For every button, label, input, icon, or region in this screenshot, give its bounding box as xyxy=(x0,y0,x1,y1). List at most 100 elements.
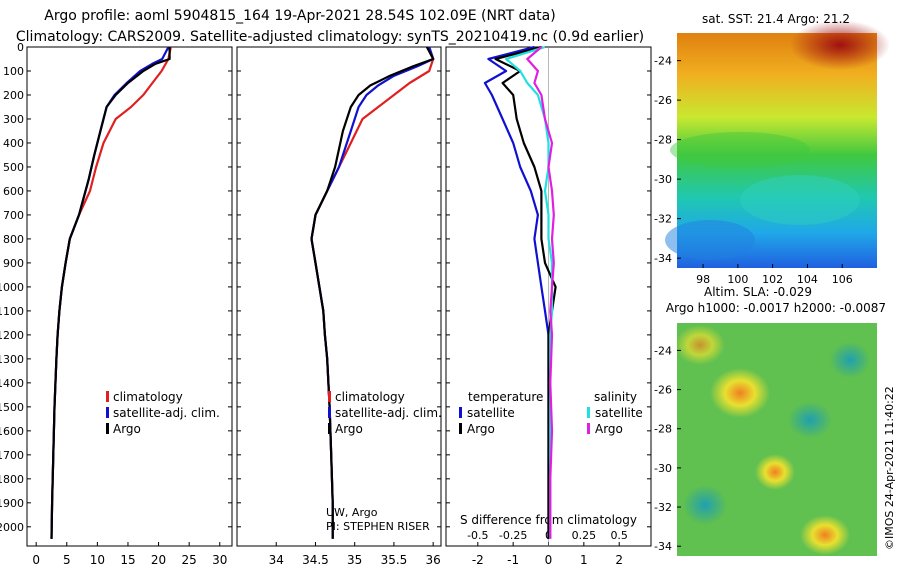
panel-sal: 34 34.5 35 35.5 36 climatology satellite-adj. … xyxy=(236,46,442,567)
legend-swatch xyxy=(587,423,590,434)
map-x-label: 106 xyxy=(832,273,853,286)
y-tick-label: 500 xyxy=(3,161,24,174)
y-tick-label: 1400 xyxy=(0,377,24,390)
sla-title-line1: Altim. SLA: -0.029 xyxy=(704,285,812,299)
y-tick-label: 700 xyxy=(3,209,24,222)
y-tick-label: 1900 xyxy=(0,497,24,510)
legend-swatch xyxy=(106,423,109,434)
sst-warm-patch xyxy=(790,20,890,70)
x-tick-label: 35.5 xyxy=(381,553,408,567)
legend-label: Argo xyxy=(595,422,623,436)
map-y-label: -26 xyxy=(654,94,672,107)
series-climatology xyxy=(310,46,435,539)
series-salinity-argo xyxy=(526,46,555,539)
sla-y-axis: -24 -26 -28 -30 -32 -34 xyxy=(654,344,681,553)
sla-cool-blob-3 xyxy=(830,342,870,378)
panel-frame-sal xyxy=(236,46,442,547)
annotation-line: PI: STEPHEN RISER xyxy=(326,520,430,533)
y-tick-label: 1300 xyxy=(0,353,24,366)
map-y-label: -28 xyxy=(654,423,672,436)
y-tick-label: 2000 xyxy=(0,521,24,534)
legend-label: satellite xyxy=(595,406,643,420)
series-temperature-argo xyxy=(494,45,557,539)
y-tick-label: 300 xyxy=(3,113,24,126)
sst-x-axis: 98 100 102 104 106 xyxy=(696,264,853,286)
sst-green-band xyxy=(670,132,810,168)
header-line2: Climatology: CARS2009. Satellite-adjuste… xyxy=(16,29,644,45)
sla-warm-blob-1 xyxy=(710,368,770,418)
sal-tick-label: -0.25 xyxy=(499,529,527,542)
legend-swatch xyxy=(328,407,331,418)
map-x-label: 98 xyxy=(696,273,710,286)
legend-label: satellite-adj. clim. xyxy=(335,406,442,420)
legend-swatch xyxy=(328,391,331,402)
sst-title: sat. SST: 21.4 Argo: 21.2 xyxy=(702,12,850,26)
header-line1: Argo profile: aoml 5904815_164 19-Apr-20… xyxy=(44,8,555,24)
map-x-label: 102 xyxy=(762,273,783,286)
series-argo xyxy=(310,46,435,539)
x-tick-label: -1 xyxy=(507,553,519,567)
y-tick-label: 800 xyxy=(3,233,24,246)
sst-y-axis: -24 -26 -28 -30 -32 -34 xyxy=(654,55,681,265)
y-tick-label: 200 xyxy=(3,89,24,102)
x-tick-label: 36 xyxy=(426,553,441,567)
legend-swatch xyxy=(459,407,462,418)
y-tick-label: 1800 xyxy=(0,473,24,486)
map-y-label: -34 xyxy=(654,252,672,265)
map-y-label: -24 xyxy=(654,344,672,357)
legend-swatch xyxy=(328,423,331,434)
map-x-label: 100 xyxy=(727,273,748,286)
x-tick-label: 34.5 xyxy=(302,553,329,567)
map-y-label: -34 xyxy=(654,540,672,553)
map-y-label: -32 xyxy=(654,501,672,514)
legend-swatch xyxy=(459,423,462,434)
sla-map: Altim. SLA: -0.029 Argo h1000: -0.0017 h… xyxy=(654,285,886,556)
y-tick-label: 1500 xyxy=(0,401,24,414)
legend-label: salinity xyxy=(594,390,637,404)
x-tick-label: 0 xyxy=(32,553,40,567)
map-y-label: -28 xyxy=(654,134,672,147)
y-tick-label: 1600 xyxy=(0,425,24,438)
y-tick-label: 1000 xyxy=(0,281,24,294)
series-climatology xyxy=(50,46,172,539)
legend-label: satellite xyxy=(467,406,515,420)
sst-blue-patch xyxy=(665,220,755,260)
x-tick-label: 20 xyxy=(151,553,166,567)
x-tick-label: -2 xyxy=(472,553,484,567)
map-y-label: -30 xyxy=(654,462,672,475)
sst-map: sat. SST: 21.4 Argo: 21.2 -24 -26 -28 -30 -3… xyxy=(654,12,890,286)
sla-warm-blob-3 xyxy=(800,515,850,555)
map-y-label: -30 xyxy=(654,173,672,186)
x-tick-label: 30 xyxy=(212,553,227,567)
panel-frame-temp xyxy=(26,46,233,547)
legend-label: temperature xyxy=(468,390,543,404)
y-tick-label: 900 xyxy=(3,257,24,270)
x-tick-label: 34 xyxy=(269,553,284,567)
y-tick-label: 0 xyxy=(17,41,24,54)
y-tick-label: 600 xyxy=(3,185,24,198)
map-y-label: -26 xyxy=(654,384,672,397)
x-tick-label: 25 xyxy=(182,553,197,567)
map-y-label: -32 xyxy=(654,213,672,226)
x-tick-label: 10 xyxy=(90,553,105,567)
sst-cyan-patch xyxy=(740,175,860,225)
sla-warm-blob-2 xyxy=(755,454,795,490)
sla-warm-blob-4 xyxy=(675,325,725,365)
map-y-label: -24 xyxy=(654,55,672,68)
legend-swatch xyxy=(587,407,590,418)
annotation-line: UW, Argo xyxy=(326,506,378,519)
sal-tick-label: 0.25 xyxy=(572,529,597,542)
legend-label: climatology xyxy=(335,390,405,404)
legend-label: Argo xyxy=(335,422,363,436)
y-tick-label: 1700 xyxy=(0,449,24,462)
x-tick-label: 0 xyxy=(545,553,553,567)
series-satellite-adj-clim- xyxy=(310,46,435,539)
sal-tick-label: 0.5 xyxy=(610,529,628,542)
legend-swatch xyxy=(106,391,109,402)
y-tick-label: 1100 xyxy=(0,305,24,318)
legend-label: climatology xyxy=(113,390,183,404)
x-tick-label: 5 xyxy=(63,553,71,567)
sla-title-line2: Argo h1000: -0.0017 h2000: -0.0087 xyxy=(666,301,886,315)
